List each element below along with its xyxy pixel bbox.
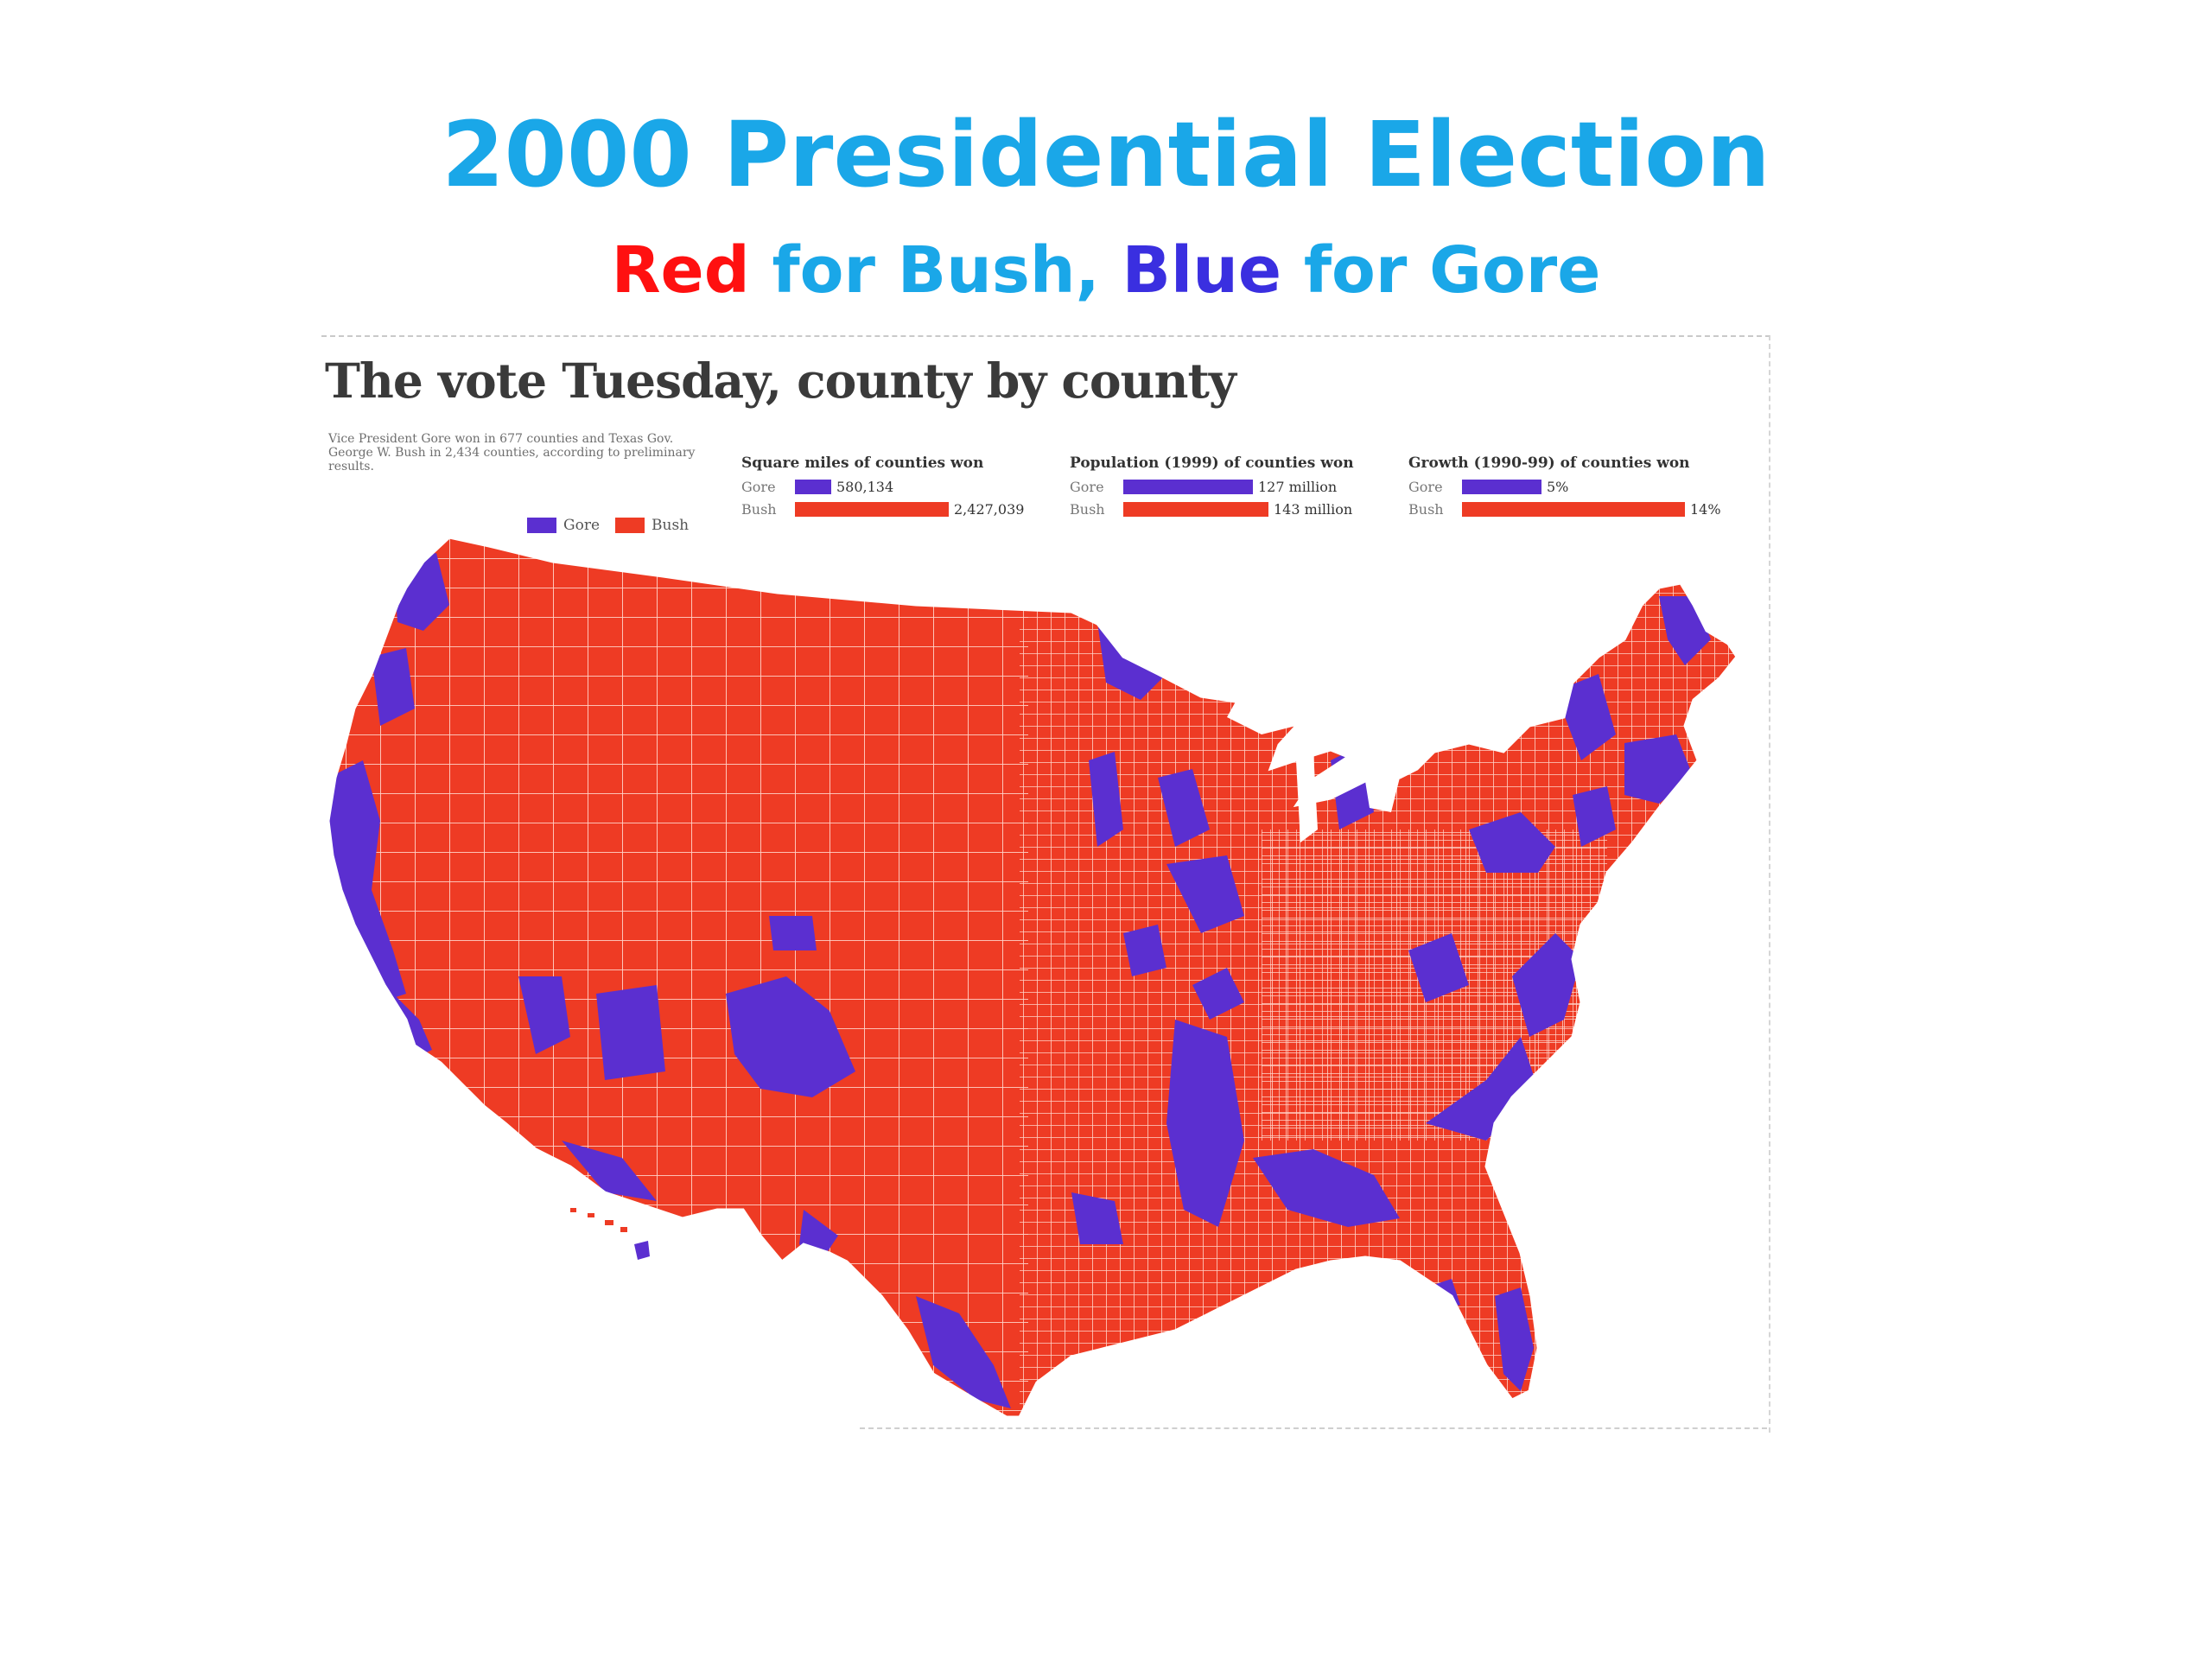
lake-michigan (1296, 752, 1318, 842)
gore-region-st-louis (1192, 968, 1244, 1020)
stat-label: Gore (1408, 478, 1443, 495)
stat-row-gore: Gore 127 million (1070, 475, 1354, 498)
legend-gore-swatch (527, 518, 556, 533)
gore-region-portland (372, 648, 415, 726)
stat-label: Bush (1408, 500, 1444, 518)
gore-region-kansas-city (1123, 925, 1166, 976)
stat-bar-gore (795, 479, 831, 494)
gore-region-new-jersey (1573, 786, 1616, 847)
subtitle-mid-text: for Bush, (749, 233, 1122, 308)
clipping-headline: The vote Tuesday, county by county (325, 353, 1236, 409)
stat-value: 5% (1547, 478, 1569, 495)
stat-square-miles: Square miles of counties won Gore 580,13… (741, 454, 1024, 520)
stat-row-bush: Bush 2,427,039 (741, 498, 1024, 520)
stat-row-bush: Bush 14% (1408, 498, 1721, 520)
gore-region-south-texas (916, 1296, 1011, 1408)
hawaii-island (570, 1208, 576, 1212)
slide-title: 2000 Presidential Election (442, 102, 1770, 207)
stat-row-gore: Gore 580,134 (741, 475, 1024, 498)
legend-bush-swatch (615, 518, 645, 533)
map-legend: Gore Bush (527, 517, 689, 534)
stat-growth: Growth (1990-99) of counties won Gore 5%… (1408, 454, 1721, 520)
lake-superior (1227, 702, 1296, 734)
gore-region-colorado (769, 916, 817, 950)
hawaii-island (588, 1213, 594, 1217)
stat-label: Gore (1070, 478, 1104, 495)
hawaii-island (620, 1227, 627, 1232)
slide-subtitle: Red for Bush, Blue for Gore (0, 233, 2212, 308)
hawaii-big-island (634, 1241, 650, 1260)
gore-region-pennsylvania (1469, 812, 1555, 873)
stat-population: Population (1999) of counties won Gore 1… (1070, 454, 1354, 520)
stat-value: 143 million (1274, 500, 1353, 518)
stat-title: Population (1999) of counties won (1070, 454, 1354, 472)
stat-bar-gore (1123, 479, 1253, 494)
clipping-bottom-edge (860, 1427, 1767, 1429)
stat-label: Gore (741, 478, 776, 495)
subtitle-blue-word: Blue (1122, 233, 1282, 308)
gore-region-arizona (596, 985, 665, 1080)
stat-bar-gore (1462, 479, 1541, 494)
map-regions (328, 537, 1737, 1417)
gore-region-iowa-illinois (1166, 855, 1244, 933)
stat-value: 2,427,039 (954, 500, 1025, 518)
hawaii-islands (570, 1208, 650, 1260)
gore-region-wisconsin (1158, 769, 1210, 847)
clipping-intro-text: Vice President Gore won in 677 counties … (328, 432, 696, 474)
subtitle-end-text: for Gore (1281, 233, 1601, 308)
stat-bar-bush (1462, 501, 1685, 517)
legend-gore-label: Gore (563, 517, 601, 534)
stat-value: 127 million (1258, 478, 1338, 495)
subtitle-red-word: Red (611, 233, 750, 308)
lake-huron (1365, 778, 1400, 812)
gore-region-black-belt (1253, 1149, 1400, 1227)
stat-label: Bush (741, 500, 777, 518)
gore-region-virginia (1512, 933, 1581, 1037)
gore-region-california-coast (328, 760, 406, 1002)
gore-region-mississippi-delta (1166, 1020, 1244, 1227)
stat-title: Square miles of counties won (741, 454, 984, 472)
county-lines-west (328, 537, 1028, 1417)
gore-region-minnesota (1089, 752, 1123, 847)
gore-region-west-virginia (1408, 933, 1469, 1002)
stat-label: Bush (1070, 500, 1105, 518)
stat-title: Growth (1990-99) of counties won (1408, 454, 1690, 472)
gore-region-south-florida (1495, 1287, 1534, 1391)
stat-value: 580,134 (836, 478, 894, 495)
gore-region-new-mexico (726, 976, 855, 1097)
gore-region-east-texas (1071, 1192, 1123, 1244)
newspaper-clipping-frame (321, 335, 1770, 1433)
stat-bar-bush (1123, 501, 1268, 517)
stat-row-bush: Bush 143 million (1070, 498, 1354, 520)
gore-region-nevada (518, 976, 570, 1054)
gore-region-az-border (562, 1141, 657, 1201)
stat-row-gore: Gore 5% (1408, 475, 1721, 498)
stat-bar-bush (795, 501, 949, 517)
legend-bush-label: Bush (652, 517, 690, 534)
stat-value: 14% (1690, 500, 1721, 518)
hawaii-island (605, 1220, 613, 1225)
gore-counties (328, 553, 1711, 1408)
